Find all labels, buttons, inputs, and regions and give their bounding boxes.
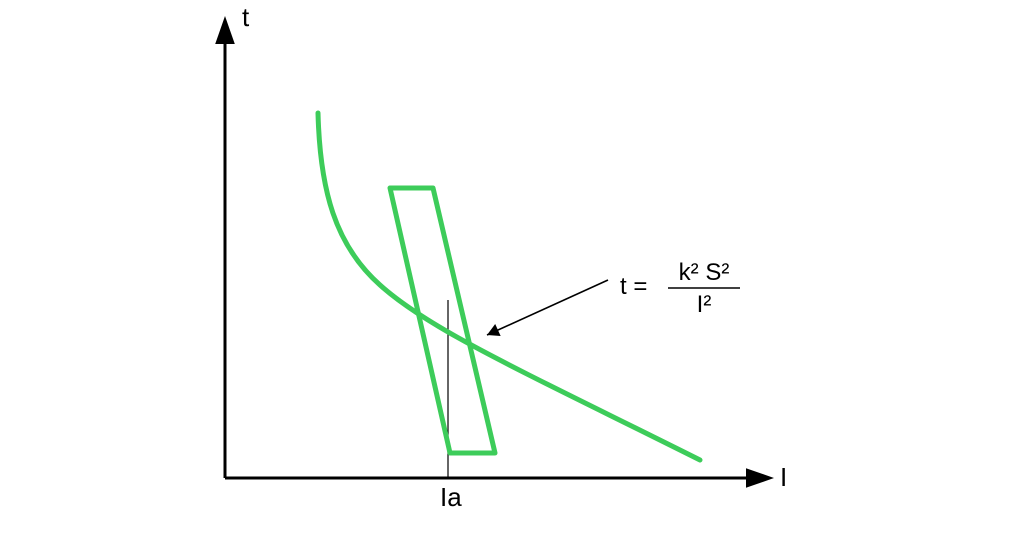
x-axis-label: I: [780, 462, 787, 492]
formula-denominator: I²: [697, 291, 712, 318]
time-current-diagram: I t Ia t = k² S² I²: [0, 0, 1024, 544]
characteristic-band: [390, 188, 495, 453]
x-axis-arrowhead: [746, 468, 774, 488]
y-axis-label: t: [242, 2, 250, 32]
formula-prefix: t =: [620, 273, 647, 300]
y-axis-arrowhead: [215, 16, 235, 44]
ia-tick-label: Ia: [440, 482, 462, 512]
formula-callout-arrow: [487, 280, 608, 335]
formula-numerator: k² S²: [679, 259, 730, 286]
